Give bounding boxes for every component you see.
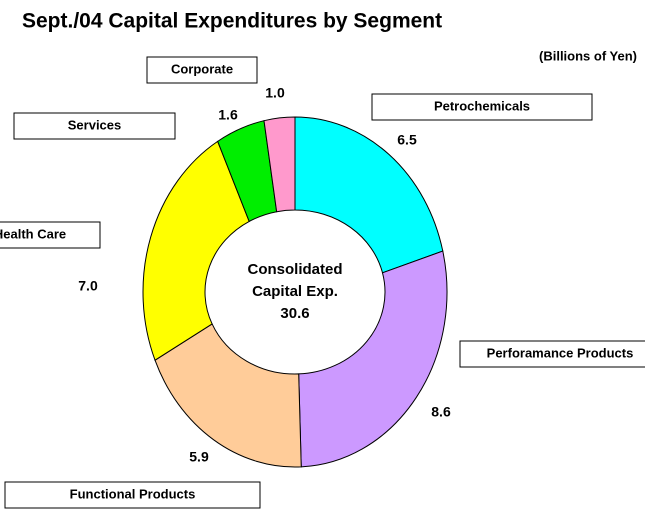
label-box bbox=[13, 112, 176, 140]
category-label: Perforamance Products bbox=[487, 345, 634, 360]
category-label: Corporate bbox=[171, 61, 233, 76]
value-label: 1.6 bbox=[218, 107, 238, 123]
center-label: Capital Exp. bbox=[252, 283, 338, 300]
value-label: 6.5 bbox=[397, 132, 417, 148]
chart-title: Sept./04 Capital Expenditures by Segment bbox=[22, 10, 442, 33]
value-label: 7.0 bbox=[78, 278, 98, 294]
donut-slice bbox=[263, 116, 296, 213]
center-label: 30.6 bbox=[280, 305, 309, 322]
category-label: Functional Products bbox=[70, 486, 196, 501]
chart-subtitle: (Billions of Yen) bbox=[539, 48, 637, 63]
value-label: 8.6 bbox=[431, 404, 451, 420]
category-label: Services bbox=[68, 117, 122, 132]
donut-slice bbox=[294, 116, 444, 274]
category-label: Petrochemicals bbox=[434, 98, 530, 113]
donut-slice bbox=[298, 250, 448, 468]
value-label: 1.0 bbox=[265, 85, 285, 101]
label-box bbox=[371, 93, 593, 121]
donut-slice bbox=[154, 323, 302, 468]
label-box bbox=[146, 56, 258, 84]
label-box bbox=[459, 340, 645, 368]
category-label: Health Care bbox=[0, 226, 66, 241]
label-box bbox=[0, 221, 101, 249]
donut-slice bbox=[142, 140, 250, 361]
value-label: 5.9 bbox=[189, 449, 209, 465]
center-label: Consolidated bbox=[247, 261, 342, 278]
label-box bbox=[4, 481, 261, 509]
